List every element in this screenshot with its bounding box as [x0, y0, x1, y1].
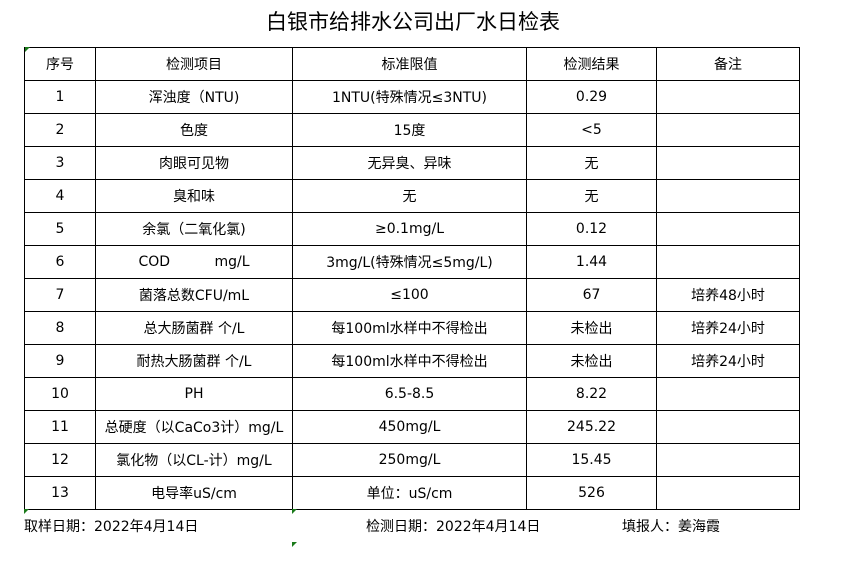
- table-cell[interactable]: 12: [24, 443, 96, 477]
- table-row: 10 PH 6.5-8.5 8.22: [24, 377, 800, 411]
- table-row: 9 耐热大肠菌群 个/L 每100ml水样中不得检出 未检出 培养24小时: [24, 344, 800, 378]
- table-cell[interactable]: 526: [526, 476, 657, 510]
- table-cell[interactable]: 检测结果: [526, 47, 657, 81]
- table-cell[interactable]: 5: [24, 212, 96, 246]
- table-cell[interactable]: [656, 80, 800, 114]
- table-cell[interactable]: 6: [24, 245, 96, 279]
- table-cell[interactable]: 8.22: [526, 377, 657, 411]
- sample-date: 取样日期：2022年4月14日: [24, 519, 199, 535]
- table-cell[interactable]: [656, 377, 800, 411]
- table-cell[interactable]: 245.22: [526, 410, 657, 444]
- table-row: 6 COD mg/L 3mg/L(特殊情况≤5mg/L) 1.44: [24, 245, 800, 279]
- table-cell[interactable]: 每100ml水样中不得检出: [292, 311, 527, 345]
- table-cell[interactable]: [656, 212, 800, 246]
- table-cell[interactable]: 3mg/L(特殊情况≤5mg/L): [292, 245, 527, 279]
- table-cell[interactable]: 15.45: [526, 443, 657, 477]
- table-row: 2 色度 15度 <5: [24, 113, 800, 147]
- table-cell[interactable]: [656, 113, 800, 147]
- table-cell[interactable]: 450mg/L: [292, 410, 527, 444]
- table-cell[interactable]: 未检出: [526, 344, 657, 378]
- table-cell[interactable]: 色度: [95, 113, 293, 147]
- table-cell[interactable]: [656, 146, 800, 180]
- table-cell[interactable]: 每100ml水样中不得检出: [292, 344, 527, 378]
- table-cell[interactable]: 培养24小时: [656, 311, 800, 345]
- table-cell[interactable]: 电导率uS/cm: [95, 476, 293, 510]
- table-cell[interactable]: 6.5-8.5: [292, 377, 527, 411]
- table-cell[interactable]: ≤100: [292, 278, 527, 312]
- table-row: 1 浑浊度（NTU) 1NTU(特殊情况≤3NTU) 0.29: [24, 80, 800, 114]
- table-cell[interactable]: 培养48小时: [656, 278, 800, 312]
- table-cell[interactable]: 无: [292, 179, 527, 213]
- table-cell[interactable]: 余氯（二氧化氯): [95, 212, 293, 246]
- table-cell[interactable]: 菌落总数CFU/mL: [95, 278, 293, 312]
- table-cell[interactable]: COD mg/L: [95, 245, 293, 279]
- table-cell[interactable]: 耐热大肠菌群 个/L: [95, 344, 293, 378]
- table-row: 4 臭和味无无: [24, 179, 800, 213]
- test-date: 检测日期：2022年4月14日: [366, 519, 541, 535]
- table-cell[interactable]: ≥0.1mg/L: [292, 212, 527, 246]
- table-cell[interactable]: 3: [24, 146, 96, 180]
- table-cell[interactable]: 0.12: [526, 212, 657, 246]
- table-cell[interactable]: 7: [24, 278, 96, 312]
- table-cell[interactable]: 4: [24, 179, 96, 213]
- table-cell[interactable]: 无: [526, 179, 657, 213]
- table-cell[interactable]: 0.29: [526, 80, 657, 114]
- table-cell[interactable]: 1.44: [526, 245, 657, 279]
- table-cell[interactable]: 标准限值: [292, 47, 527, 81]
- cell-marker-icon: [292, 509, 297, 514]
- table-cell[interactable]: 9: [24, 344, 96, 378]
- table-cell[interactable]: 67: [526, 278, 657, 312]
- table-cell[interactable]: 培养24小时: [656, 344, 800, 378]
- table-row: 13 电导率uS/cm 单位：uS/cm 526: [24, 476, 800, 510]
- table-cell[interactable]: 浑浊度（NTU): [95, 80, 293, 114]
- table-row: 3 肉眼可见物 无异臭、异味无: [24, 146, 800, 180]
- table-cell[interactable]: <5: [526, 113, 657, 147]
- table-cell[interactable]: 序号: [24, 47, 96, 81]
- table-cell[interactable]: 250mg/L: [292, 443, 527, 477]
- table-cell[interactable]: 肉眼可见物: [95, 146, 293, 180]
- table-cell[interactable]: 1: [24, 80, 96, 114]
- table-cell[interactable]: 2: [24, 113, 96, 147]
- table-cell[interactable]: 无异臭、异味: [292, 146, 527, 180]
- cell-marker-icon: [24, 509, 29, 514]
- table-cell[interactable]: PH: [95, 377, 293, 411]
- table-cell[interactable]: [656, 245, 800, 279]
- reporter: 填报人：姜海霞: [622, 519, 720, 535]
- table-cell[interactable]: 总大肠菌群 个/L: [95, 311, 293, 345]
- table-cell[interactable]: [656, 443, 800, 477]
- table-cell[interactable]: [656, 476, 800, 510]
- cell-marker-icon: [25, 47, 30, 52]
- table-cell[interactable]: 8: [24, 311, 96, 345]
- table-cell[interactable]: 1NTU(特殊情况≤3NTU): [292, 80, 527, 114]
- table-row: 5 余氯（二氧化氯) ≥0.1mg/L 0.12: [24, 212, 800, 246]
- table-cell[interactable]: 氯化物（以CL-计）mg/L: [95, 443, 293, 477]
- table-cell[interactable]: 单位：uS/cm: [292, 476, 527, 510]
- table-cell[interactable]: 15度: [292, 113, 527, 147]
- table-cell[interactable]: 未检出: [526, 311, 657, 345]
- cell-marker-icon: [292, 542, 297, 547]
- table-cell[interactable]: 检测项目: [95, 47, 293, 81]
- table-cell[interactable]: 臭和味: [95, 179, 293, 213]
- table-cell[interactable]: 备注: [656, 47, 800, 81]
- table-header-row: 序号 检测项目 标准限值 检测结果 备注: [24, 47, 800, 81]
- table-row: 7 菌落总数CFU/mL ≤100 67 培养48小时: [24, 278, 800, 312]
- table-row: 11 总硬度（以CaCo3计）mg/L 450mg/L 245.22: [24, 410, 800, 444]
- page-title: 白银市给排水公司出厂水日检表: [266, 10, 560, 34]
- table-cell[interactable]: 无: [526, 146, 657, 180]
- table-cell[interactable]: 13: [24, 476, 96, 510]
- table-cell[interactable]: 总硬度（以CaCo3计）mg/L: [95, 410, 293, 444]
- table-cell[interactable]: [656, 179, 800, 213]
- table-cell[interactable]: 10: [24, 377, 96, 411]
- table-cell[interactable]: [656, 410, 800, 444]
- table-row: 12 氯化物（以CL-计）mg/L 250mg/L 15.45: [24, 443, 800, 477]
- inspection-table: 序号 检测项目 标准限值 检测结果 备注 1 浑浊度（NTU) 1NTU(特殊情况≤3NTU)…: [24, 47, 800, 510]
- table-row: 8 总大肠菌群 个/L 每100ml水样中不得检出 未检出 培养24小时: [24, 311, 800, 345]
- table-cell[interactable]: 11: [24, 410, 96, 444]
